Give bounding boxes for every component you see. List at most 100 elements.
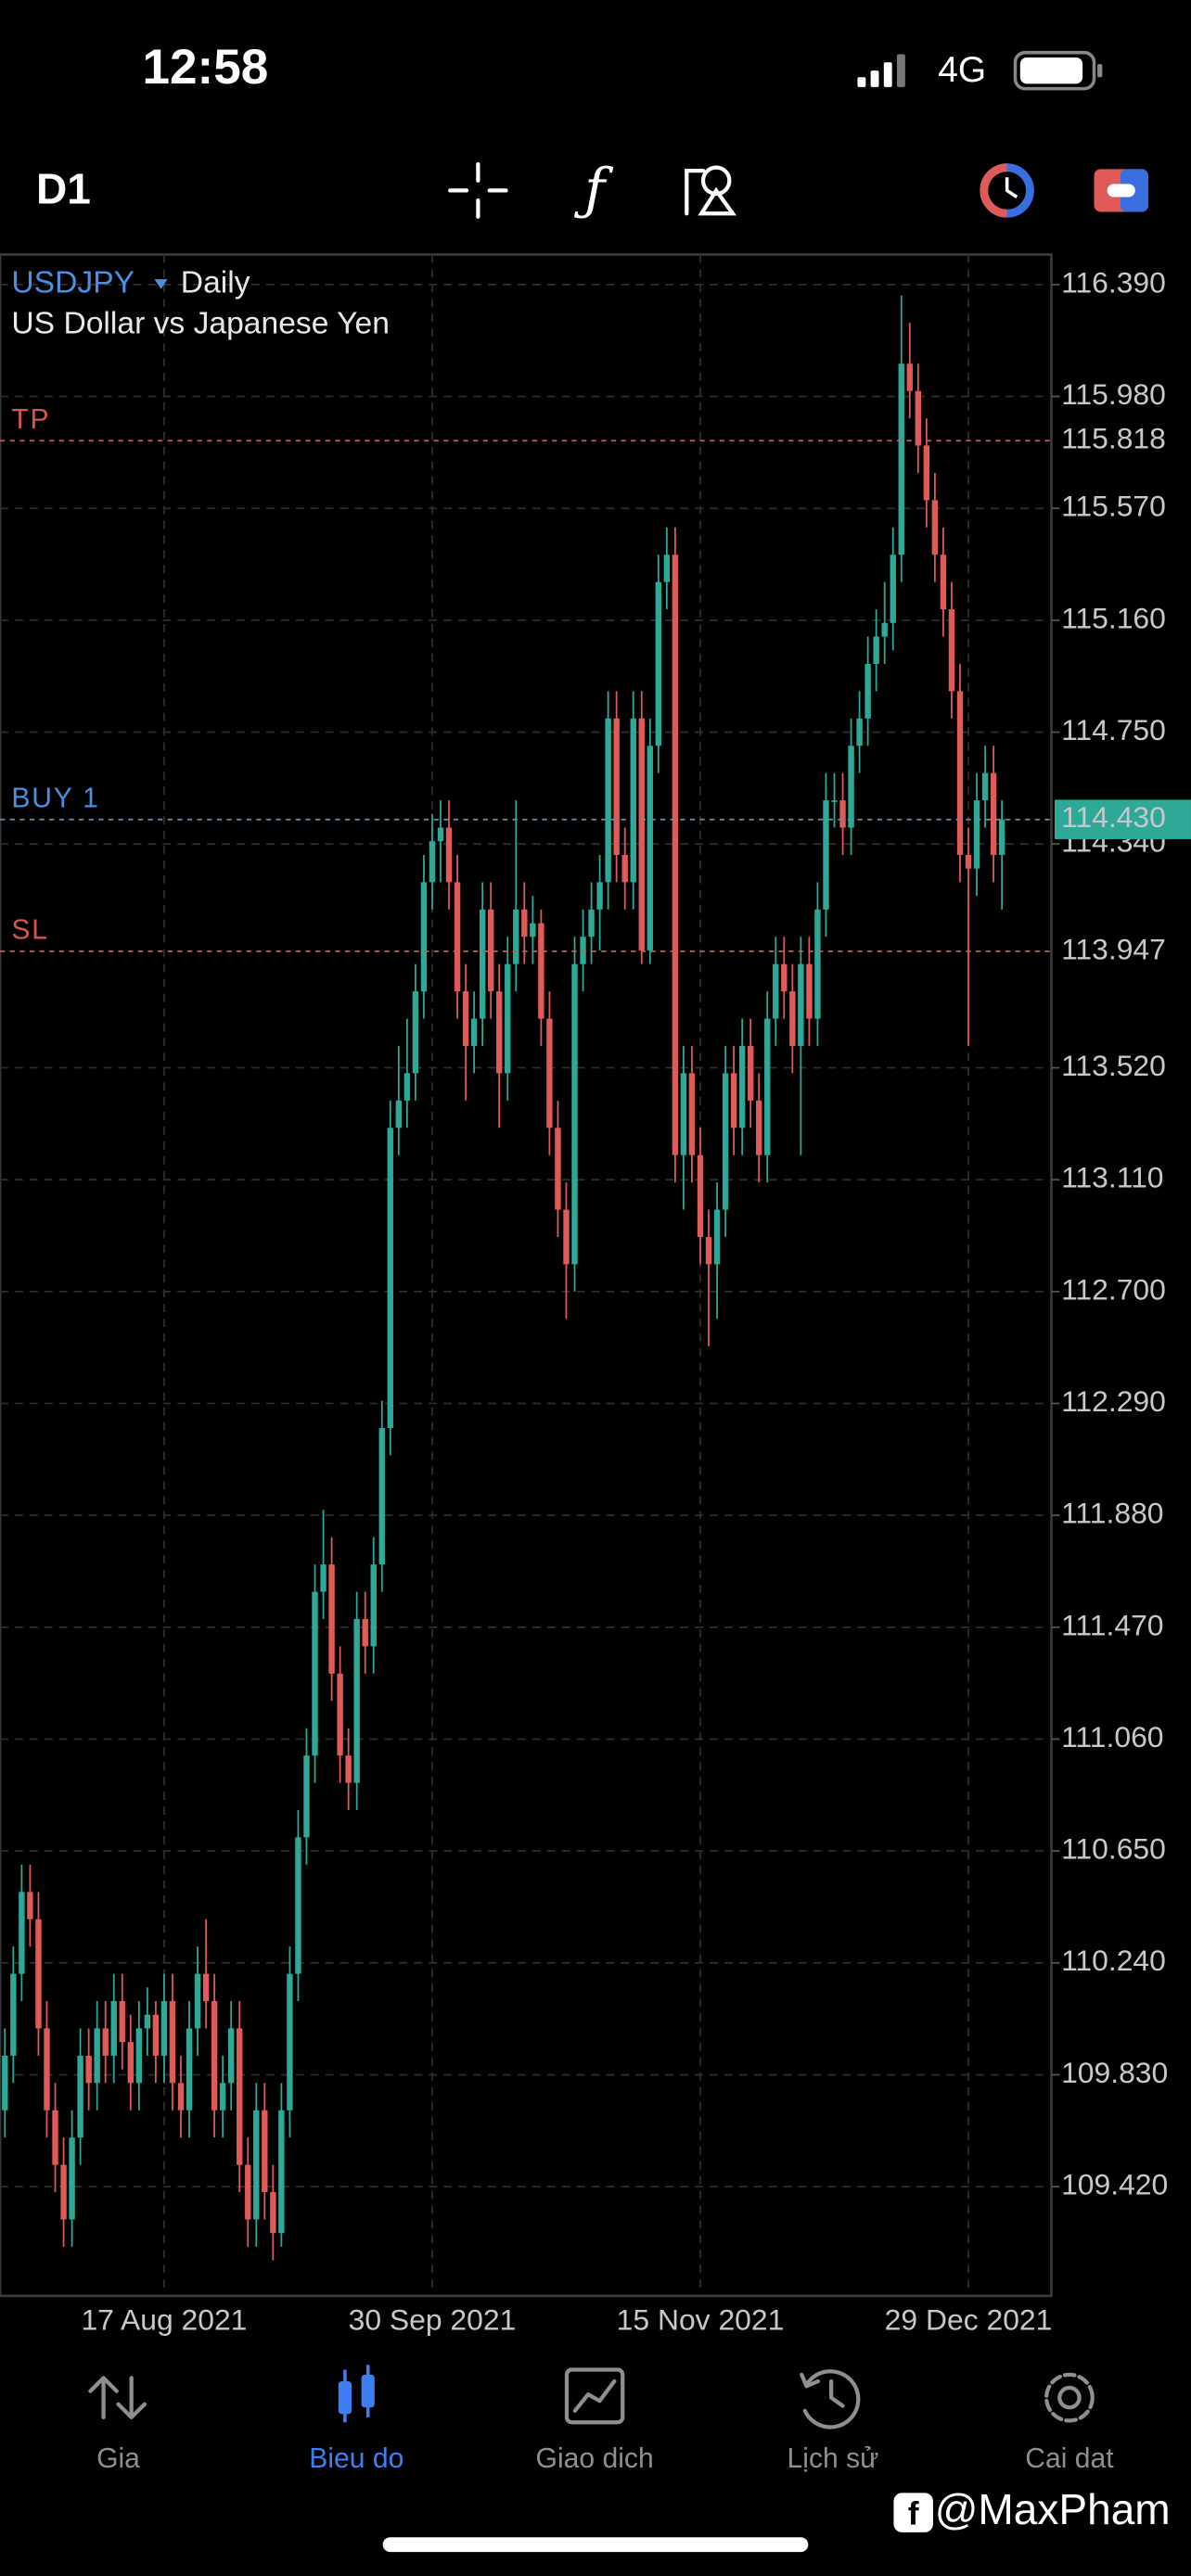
candle-body (823, 800, 829, 910)
candle-body (806, 963, 813, 1019)
x-tick-label: 29 Dec 2021 (885, 2303, 1053, 2337)
candle-body (864, 663, 871, 719)
candle-body (948, 609, 955, 692)
trade-icon[interactable] (564, 2367, 625, 2425)
candle-body (253, 2110, 260, 2220)
candle-body (127, 2042, 134, 2084)
y-tick-label: 115.160 (1061, 601, 1166, 634)
candle-body (764, 1018, 771, 1155)
tab-label[interactable]: Bieu do (309, 2443, 403, 2474)
level-name: TP (11, 404, 50, 435)
candle-body (345, 1755, 352, 1783)
candle-body (470, 1018, 478, 1046)
settings-icon[interactable] (1044, 2372, 1095, 2423)
symbol-dropdown[interactable] (154, 279, 168, 289)
y-tick-label: 109.830 (1061, 2056, 1168, 2089)
tab-label[interactable]: Lịch sử (788, 2443, 879, 2474)
candle-body (881, 622, 888, 637)
candle-body (513, 909, 519, 964)
candle-body (546, 1018, 553, 1129)
candle-body (186, 2028, 193, 2111)
tab-label[interactable]: Gia (96, 2443, 140, 2474)
candle-body (571, 963, 578, 1265)
candle-body (44, 2028, 50, 2111)
candle-body (773, 963, 779, 1019)
candle-body (328, 1564, 335, 1674)
candle-body (19, 1892, 25, 1974)
candle-body (873, 636, 879, 664)
tab-label[interactable]: Cai dat (1025, 2443, 1114, 2474)
symbol[interactable]: USDJPY (11, 265, 134, 300)
y-tick-label: 116.390 (1061, 265, 1166, 299)
candle-body (940, 555, 947, 610)
candle-body (320, 1564, 327, 1592)
home-indicator (382, 2537, 809, 2553)
y-tick-label: 110.650 (1061, 1832, 1166, 1866)
candle-body (705, 1236, 712, 1265)
quotes-icon[interactable] (88, 2376, 147, 2420)
candle-body (403, 1073, 411, 1101)
candle-body (487, 909, 494, 992)
level-value: 114.430 (1061, 800, 1166, 834)
candle-body (27, 1892, 33, 1919)
candle-body (312, 1591, 318, 1756)
candle-body (630, 718, 636, 883)
candle-body (605, 718, 611, 883)
account-button[interactable] (1094, 169, 1148, 212)
y-tick-label: 111.060 (1061, 1720, 1163, 1753)
candle-body (237, 2028, 243, 2165)
candle-body (35, 1919, 42, 2029)
candle-body (848, 746, 854, 828)
crosshair-button[interactable] (448, 161, 508, 219)
candle-body (789, 991, 796, 1046)
tab-label[interactable]: Giao dich (536, 2443, 654, 2474)
y-tick-label: 111.470 (1061, 1608, 1163, 1641)
candle-body (219, 2083, 226, 2111)
watermark: f @MaxPham (893, 2485, 1171, 2533)
candle-body (638, 718, 645, 950)
candle-body (102, 2028, 109, 2056)
candle-body (496, 991, 503, 1074)
x-tick-label: 30 Sep 2021 (349, 2303, 517, 2337)
candle-body (270, 2192, 276, 2234)
battery-icon (1013, 50, 1103, 91)
candle-body (160, 2001, 168, 2056)
candle-body (228, 2028, 235, 2084)
candle-body (831, 800, 838, 802)
candle-body (722, 1073, 729, 1210)
candle-body (530, 923, 536, 937)
candle-body (747, 1045, 754, 1101)
status-time: 12:58 (142, 40, 268, 95)
y-tick-label: 112.700 (1061, 1272, 1166, 1306)
watermark-text: @MaxPham (935, 2485, 1171, 2533)
level-value: 113.947 (1061, 932, 1166, 965)
candle-body (52, 2110, 58, 2165)
candle-body (211, 2001, 218, 2111)
candle-body (915, 390, 922, 446)
candle-body (973, 800, 980, 869)
candle-body (655, 581, 662, 746)
candle-body (2, 2055, 8, 2111)
candle-body (77, 2055, 83, 2138)
timeframe-button[interactable]: D1 (36, 164, 91, 212)
candle-body (60, 2164, 67, 2220)
chart-icon[interactable] (338, 2365, 375, 2423)
y-tick-label: 112.290 (1061, 1384, 1166, 1418)
candle-body (738, 1045, 746, 1129)
candle-body (177, 2083, 185, 2111)
history-icon[interactable] (800, 2369, 861, 2429)
candle-body (262, 2110, 268, 2193)
x-tick-label: 15 Nov 2021 (617, 2303, 785, 2337)
level-name: BUY 1 (11, 783, 99, 813)
candle-body (798, 963, 804, 1046)
candle-body (856, 718, 863, 746)
candle-body (956, 691, 964, 855)
candle-body (353, 1619, 360, 1783)
objects-button[interactable] (685, 165, 737, 216)
trade-button[interactable] (980, 163, 1034, 218)
y-tick-label: 115.570 (1061, 490, 1166, 523)
candle-body (245, 2164, 251, 2220)
candle-body (420, 882, 428, 992)
